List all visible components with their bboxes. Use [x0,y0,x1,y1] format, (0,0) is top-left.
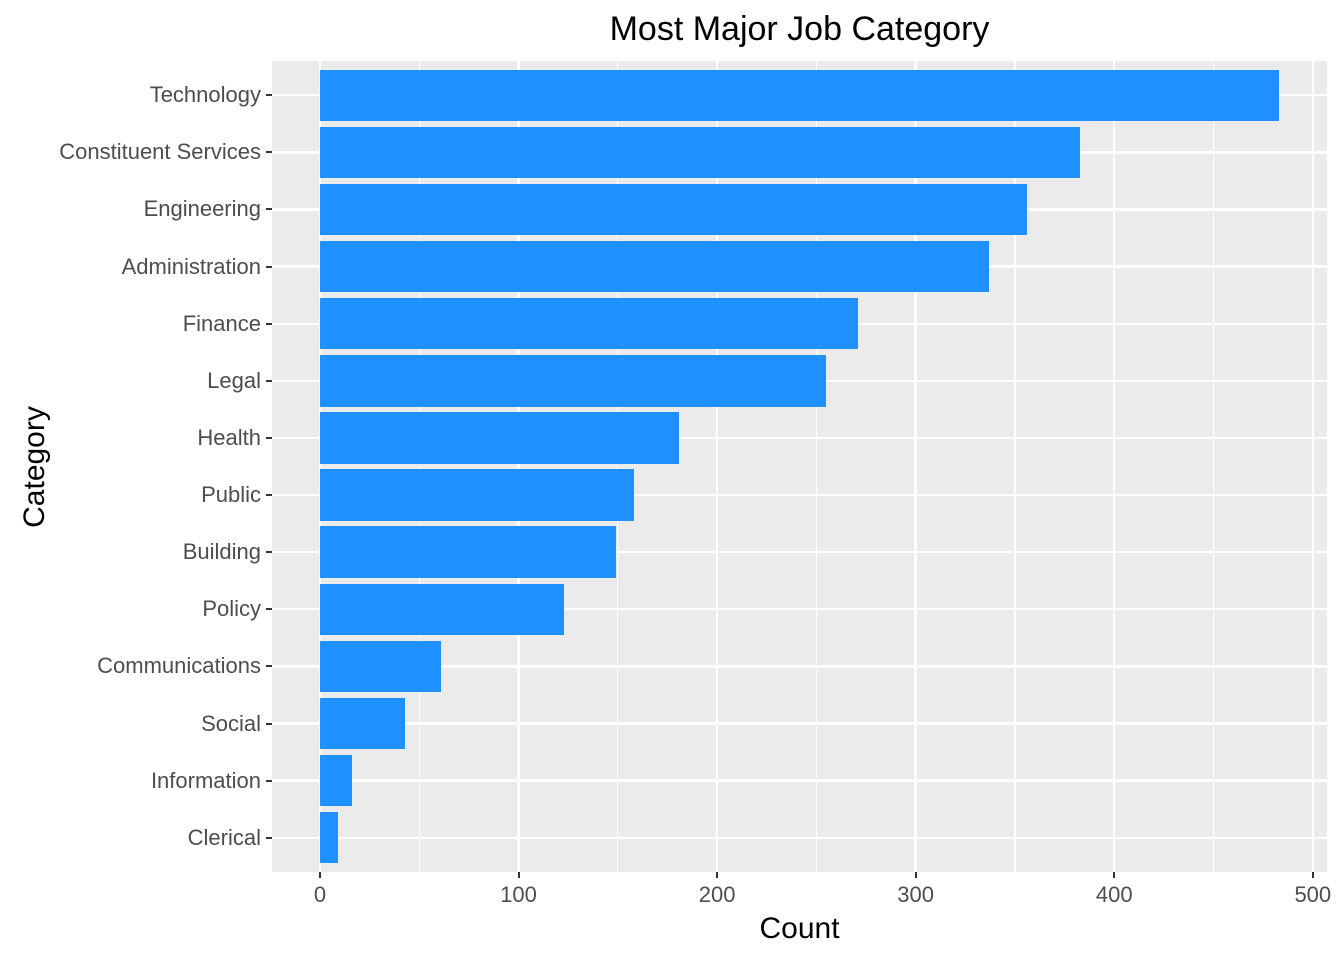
x-tick-label: 300 [897,882,935,907]
gridline-major-vertical [318,61,322,872]
gridline-major-vertical [914,61,917,872]
y-tick-label: Finance [182,310,261,336]
y-tick-mark [266,436,272,439]
gridline-major-horizontal [272,436,1327,440]
x-tick-label: 400 [1095,882,1133,907]
bar-public [319,469,634,521]
gridline-major-vertical [1113,61,1116,872]
x-tick-label: 200 [698,882,736,907]
y-tick-label: Social [201,710,261,736]
bar-social [319,697,406,750]
bar-communications [319,640,442,693]
x-tick-mark [1311,872,1314,878]
gridline-minor-vertical [617,61,619,872]
chart-title: Most Major Job Category [609,10,990,48]
gridline-major-horizontal [272,550,1327,554]
y-tick-label: Legal [207,367,261,393]
x-tick-label: 0 [313,882,327,907]
bar-engineering [319,183,1027,236]
bar-building [319,526,616,578]
bar-clerical [319,812,338,864]
y-tick-mark [266,322,272,325]
gridline-minor-vertical [418,61,420,872]
y-tick-mark [266,665,272,668]
x-tick-label: 500 [1294,882,1332,907]
y-tick-label: Building [182,539,261,565]
bar-administration [319,240,990,293]
gridline-minor-vertical [815,61,817,872]
y-tick-mark [266,722,272,725]
y-tick-label: Engineering [143,196,261,222]
gridline-minor-vertical [1212,61,1215,872]
y-tick-label: Policy [202,596,261,622]
gridline-major-vertical [1311,61,1314,872]
y-axis-title-wrap: Category [18,61,52,872]
gridline-major-horizontal [272,779,1327,782]
gridline-major-horizontal [272,722,1327,725]
y-tick-label: Health [197,424,261,450]
y-tick-label: Administration [121,253,261,279]
y-tick-mark [266,551,272,554]
x-tick-mark [914,872,917,878]
bar-legal [319,355,827,407]
gridline-major-horizontal [272,665,1327,668]
y-tick-mark [266,379,272,382]
y-tick-mark [266,151,272,154]
x-tick-mark [517,872,520,878]
y-tick-mark [266,494,272,497]
y-tick-label: Constituent Services [59,139,261,165]
y-tick-mark [266,265,272,268]
bar-information [319,754,352,807]
x-tick-mark [1113,872,1116,878]
bar-finance [319,298,859,350]
y-tick-label: Public [201,482,261,508]
x-tick-label: 100 [500,882,537,907]
y-axis-title: Category [18,405,51,528]
y-tick-mark [266,608,272,611]
x-axis-title: Count [759,912,840,945]
bar-constituent-services [319,126,1081,179]
y-tick-label: Information [150,767,261,793]
y-tick-mark [266,94,272,97]
y-tick-mark [266,779,272,782]
x-tick-mark [716,872,719,878]
gridline-major-vertical [715,61,719,872]
gridline-major-horizontal [272,836,1327,839]
y-tick-label: Clerical [187,824,261,850]
bar-health [319,412,680,464]
gridline-major-horizontal [272,608,1327,611]
gridline-minor-vertical [1014,61,1016,872]
x-tick-mark [318,872,321,878]
y-tick-mark [266,836,272,839]
y-tick-label: Communications [97,653,261,679]
plot-panel [272,61,1327,872]
y-tick-label: Technology [149,82,261,108]
bar-policy [319,583,565,635]
gridline-major-vertical [517,61,520,872]
gridline-major-horizontal [272,493,1327,497]
y-tick-mark [266,208,272,211]
bar-technology [319,69,1280,121]
